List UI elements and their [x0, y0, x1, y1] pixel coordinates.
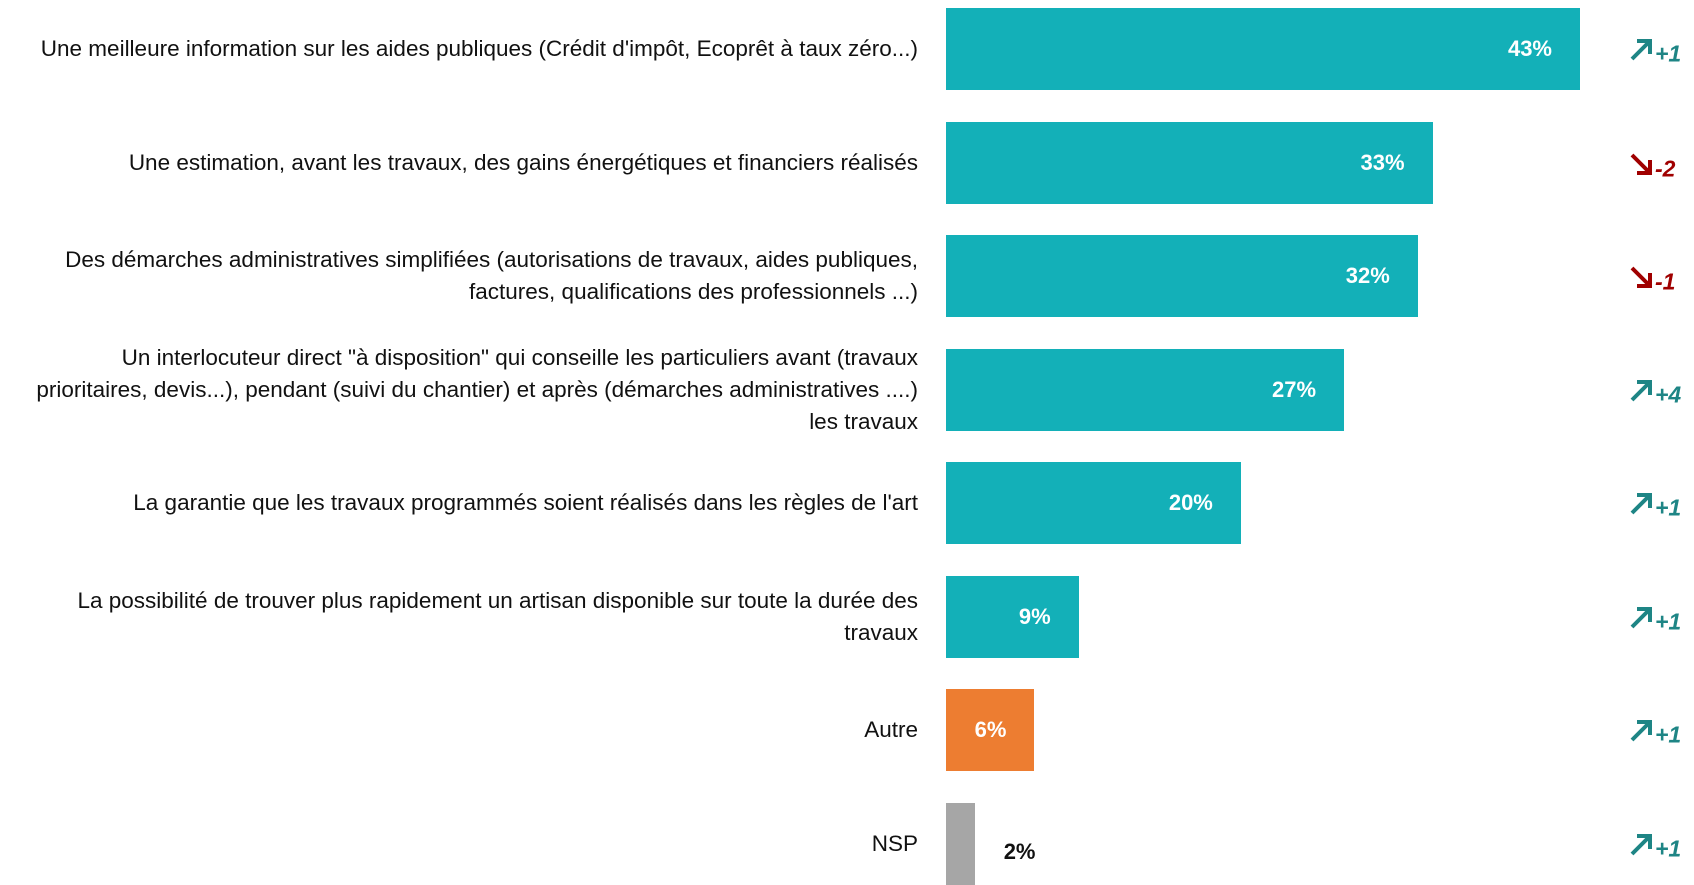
- trend-arrow: [1630, 379, 1652, 401]
- value-label: 27%: [1272, 376, 1317, 402]
- trend-arrow: [1630, 266, 1652, 288]
- bar: [946, 8, 1580, 90]
- category-label: Un interlocuteur direct "à disposition" …: [36, 344, 918, 434]
- value-label: 20%: [1168, 490, 1213, 515]
- value-label: 33%: [1360, 149, 1405, 175]
- trend-arrow: [1630, 720, 1652, 742]
- change-label: +1: [1655, 40, 1682, 67]
- category-label: La garantie que les travaux programmés s…: [133, 490, 918, 515]
- trend-arrow: [1630, 606, 1652, 628]
- change-label: +1: [1655, 608, 1682, 634]
- bar: [946, 121, 1433, 204]
- value-label: 6%: [974, 717, 1007, 742]
- trend-arrow: [1630, 153, 1652, 175]
- category-label: Une estimation, avant les travaux, des g…: [128, 149, 918, 175]
- change-label: -1: [1655, 268, 1676, 295]
- trend-arrow: [1630, 833, 1652, 855]
- category-label: La possibilité de trouver plus rapidemen…: [77, 587, 918, 645]
- value-label: 32%: [1345, 263, 1390, 288]
- bar: [946, 462, 1241, 544]
- category-label: Des démarches administratives simplifiée…: [65, 247, 918, 304]
- category-label: Autre: [864, 717, 918, 742]
- bar: [946, 802, 976, 885]
- category-label: Une meilleure information sur les aides …: [40, 36, 918, 61]
- trend-arrow: [1630, 493, 1652, 515]
- bar: [946, 348, 1345, 431]
- value-label: 9%: [1018, 603, 1051, 629]
- value-label: 43%: [1507, 36, 1552, 61]
- bar: [946, 235, 1418, 317]
- bar: [946, 575, 1079, 658]
- value-label: 2%: [1003, 838, 1036, 864]
- change-label: +4: [1655, 381, 1682, 407]
- change-label: +1: [1655, 494, 1682, 521]
- category-label: NSP: [871, 830, 918, 856]
- change-label: -2: [1655, 155, 1676, 181]
- bar: [946, 689, 1035, 771]
- change-label: +1: [1655, 721, 1682, 748]
- change-label: +1: [1655, 835, 1682, 861]
- trend-arrow: [1630, 39, 1652, 61]
